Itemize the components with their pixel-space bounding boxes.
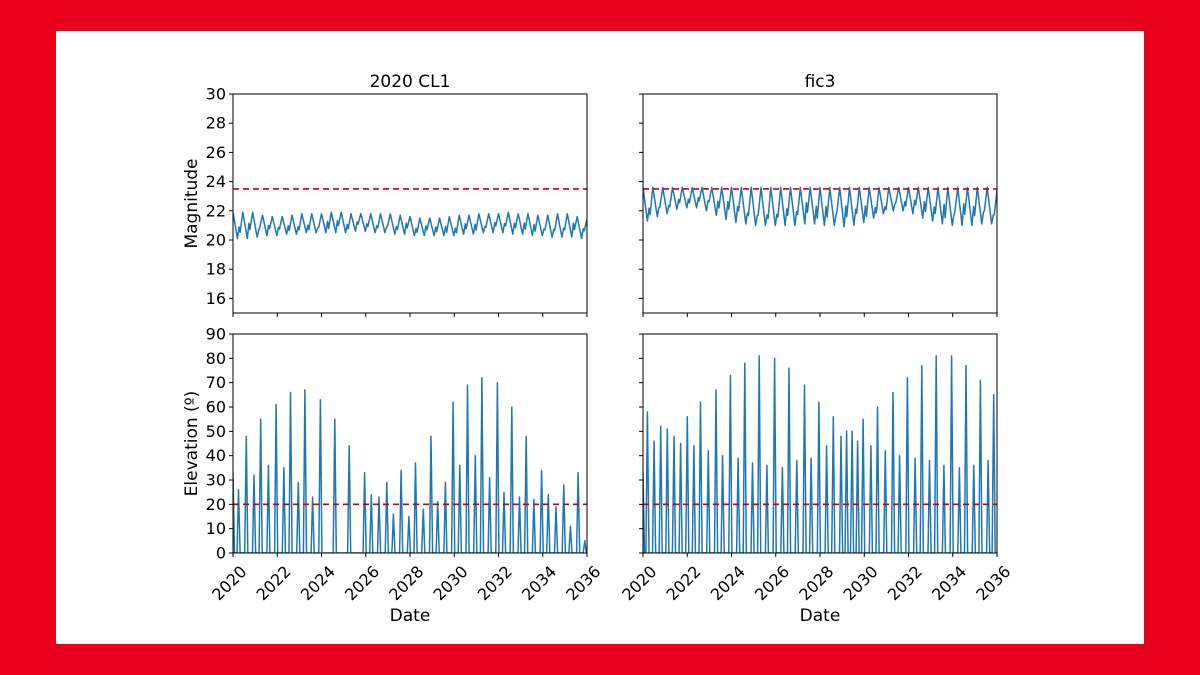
axes-frame [232,93,588,314]
x-tick-label: 2020 [208,562,250,604]
y-tick-label: 18 [206,260,226,279]
x-tick-label: 2028 [385,562,427,604]
y-tick-label: 26 [206,143,226,162]
x-tick-label: 2032 [474,562,516,604]
x-tick-label: 2034 [518,562,560,604]
x-tick-label: 2034 [928,562,970,604]
x-tick-label: 2028 [795,562,837,604]
x-tick-label: 2020 [618,562,660,604]
x-tick-label: 2026 [341,562,383,604]
y-tick-label: 24 [206,172,226,191]
x-tick-label: 2036 [562,562,604,604]
y-tick-label: 20 [206,495,226,514]
y-axis-label: Elevation (º) [182,391,202,497]
y-tick-label: 10 [206,519,226,538]
x-axis-label: Date [800,606,841,626]
x-tick-label: 2026 [751,562,793,604]
y-tick-label: 80 [206,349,226,368]
y-tick-label: 28 [206,114,226,133]
y-tick-label: 90 [206,325,226,344]
y-tick-label: 50 [206,422,226,441]
x-tick-label: 2024 [707,562,749,604]
x-tick-label: 2036 [972,562,1014,604]
y-axis-label: Magnitude [182,158,202,248]
y-tick-label: 0 [216,544,226,563]
x-tick-label: 2022 [252,562,294,604]
chart-title: fic3 [805,72,836,92]
y-tick-label: 30 [206,85,226,104]
y-tick-label: 40 [206,446,226,465]
x-tick-label: 2030 [429,562,471,604]
series-line [643,355,996,553]
y-tick-label: 20 [206,231,226,250]
y-tick-label: 30 [206,471,226,490]
y-tick-label: 22 [206,201,226,220]
chart-title: 2020 CL1 [370,72,451,92]
series-line [233,211,587,240]
panel-1: 16 18 20 22 24 26 28 30 2020 CL1 Magnitude [182,72,588,317]
figure-frame: 16 18 20 22 24 26 28 30 2020 CL1 Magnitude fic3 0 10… [56,31,1144,644]
y-tick-label: 16 [206,289,226,308]
series-line [233,377,587,553]
series-line [643,186,997,228]
x-tick-label: 2024 [297,562,339,604]
x-tick-label: 2030 [839,562,881,604]
x-tick-label: 2022 [662,562,704,604]
y-tick-label: 60 [206,398,226,417]
y-tick-label: 70 [206,373,226,392]
panel-4: 2020 2022 2024 2026 2028 2030 2032 2034 2036 Date [618,333,1014,626]
x-axis-label: Date [390,606,431,626]
panel-2: fic3 [639,72,998,317]
x-tick-label: 2032 [884,562,926,604]
